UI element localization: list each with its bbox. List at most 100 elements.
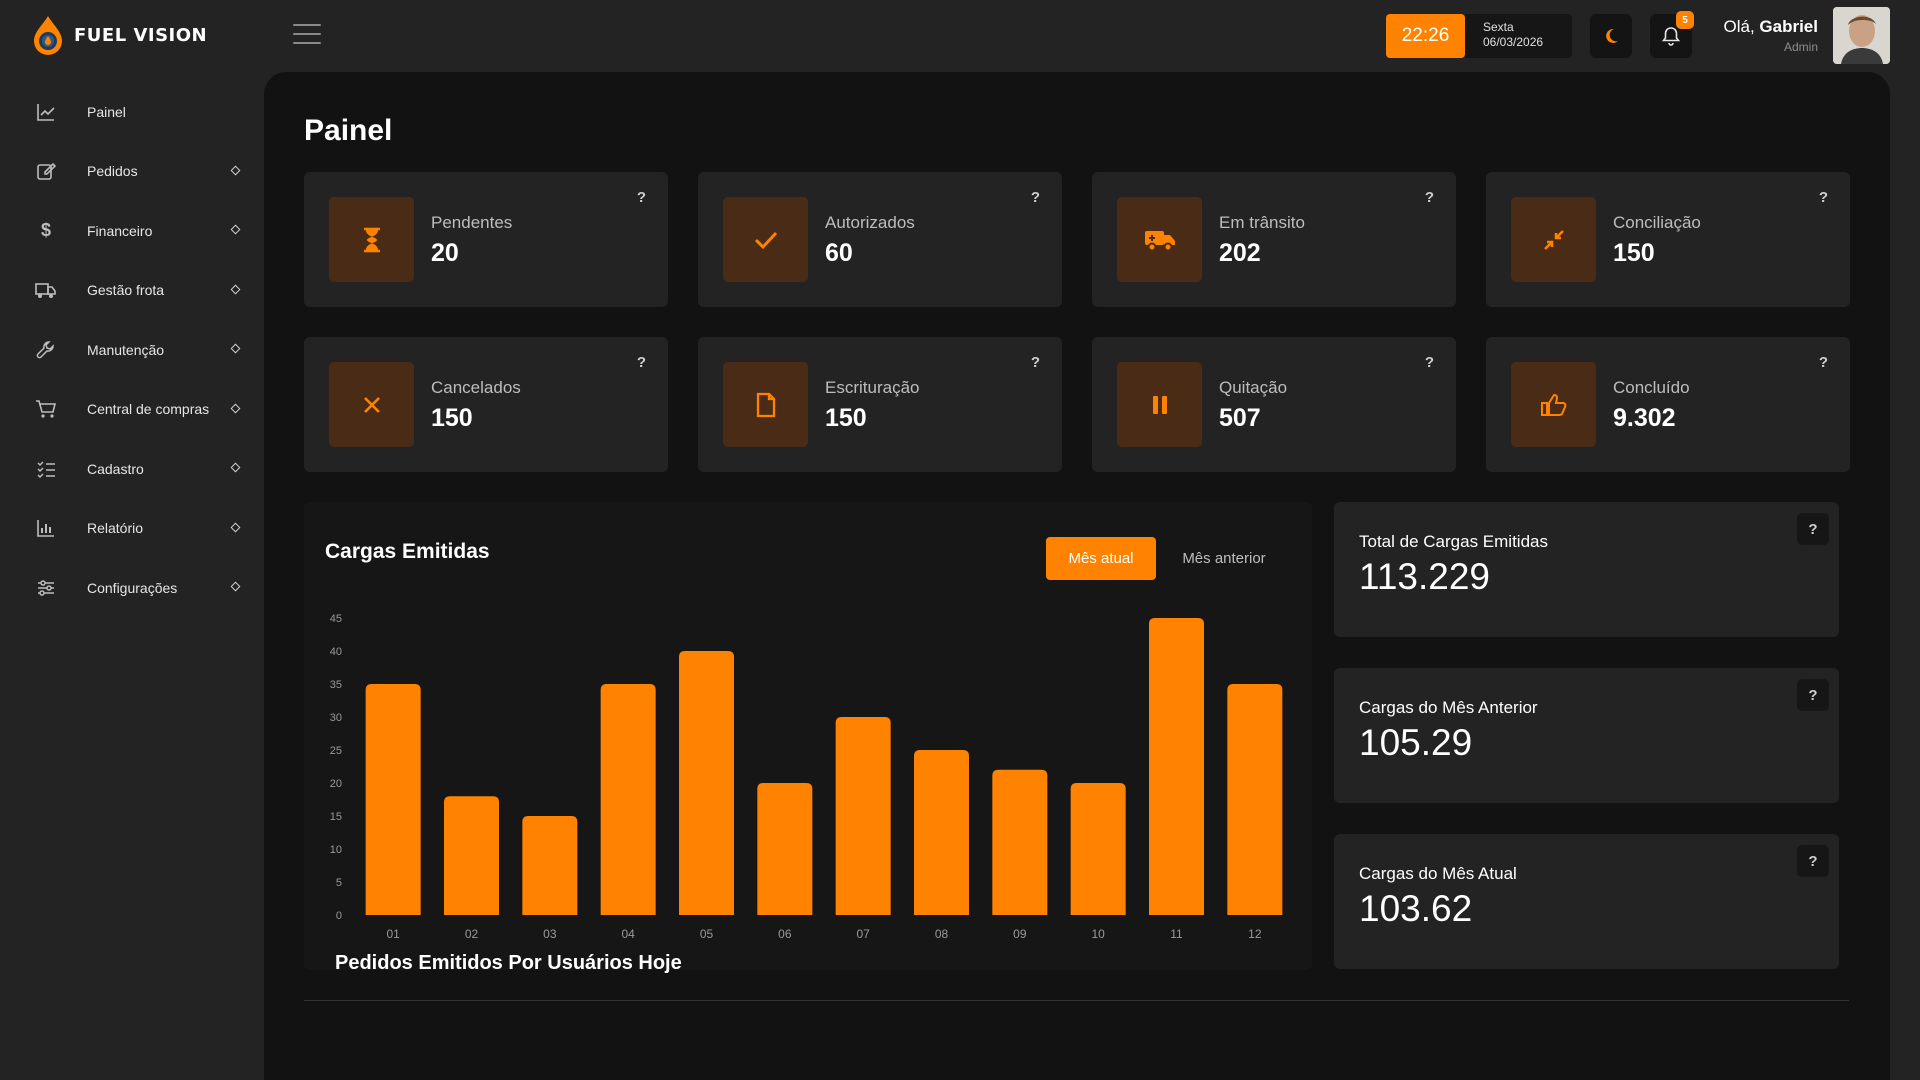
sidebar-item-central-de-compras[interactable]: Central de compras: [0, 380, 264, 440]
help-icon[interactable]: ?: [1818, 354, 1828, 371]
compress-icon: [1511, 197, 1596, 282]
chevron-icon: [230, 462, 241, 473]
truck-moving-icon: [1117, 197, 1202, 282]
user-role: Admin: [1783, 40, 1818, 54]
summary-value: 105.29: [1359, 722, 1473, 763]
stat-label: Quitação: [1219, 378, 1288, 397]
sidebar-item-label: Central de compras: [87, 401, 210, 418]
avatar[interactable]: [1833, 7, 1890, 64]
y-tick-label: 30: [330, 712, 342, 724]
stat-card-quitacao[interactable]: Quitação 507 ?: [1092, 337, 1456, 472]
chart-panel: Cargas Emitidas Mês atual Mês anterior 0…: [304, 502, 1312, 970]
page-title: Painel: [304, 114, 393, 147]
stat-value: 60: [825, 239, 853, 267]
weekday: Sexta: [1483, 20, 1514, 34]
greeting: Olá,: [1723, 17, 1755, 36]
stat-value: 507: [1219, 404, 1261, 432]
tab-mes-atual[interactable]: Mês atual: [1046, 537, 1156, 580]
sidebar-item-manutencao[interactable]: Manutenção: [0, 320, 264, 380]
chart-bar: [1070, 783, 1126, 915]
sidebar-item-label: Painel: [87, 103, 126, 120]
chart-bar: [522, 816, 578, 915]
chart-bar: [992, 769, 1048, 915]
chevron-icon: [230, 284, 241, 294]
avatar-photo: [1833, 7, 1890, 64]
help-icon[interactable]: ?: [636, 354, 646, 371]
sidebar-item-financeiro[interactable]: $ Financeiro: [0, 201, 264, 261]
chevron-icon: [230, 581, 241, 592]
stat-card-pendentes[interactable]: Pendentes 20 ?: [304, 172, 668, 307]
section-divider: [304, 1000, 1849, 1001]
help-icon[interactable]: ?: [1797, 679, 1829, 711]
y-tick-label: 15: [330, 811, 342, 823]
help-icon[interactable]: ?: [1797, 845, 1829, 877]
stat-card-cancelados[interactable]: Cancelados 150 ?: [304, 337, 668, 472]
brand-logo[interactable]: FUEL VISION: [30, 14, 207, 56]
sliders-icon: [34, 576, 58, 600]
stat-card-concluido[interactable]: Concluído 9.302 ?: [1486, 337, 1850, 472]
bell-icon: [1662, 27, 1680, 46]
sidebar: Painel Pedidos $ Financeiro Gestão frota…: [0, 82, 264, 618]
section-title: Pedidos Emitidos Por Usuários Hoje: [335, 952, 682, 974]
stat-label: Concluído: [1613, 378, 1690, 397]
summary-card-total: Total de Cargas Emitidas 113.229 ?: [1334, 502, 1839, 637]
sidebar-item-cadastro[interactable]: Cadastro: [0, 439, 264, 499]
stat-label: Cancelados: [431, 378, 521, 397]
dollar-icon: $: [40, 220, 51, 241]
chart-bar: [835, 717, 891, 915]
stat-card-autorizados[interactable]: Autorizados 60 ?: [698, 172, 1062, 307]
stat-value: 150: [1613, 239, 1655, 267]
user-name: Gabriel: [1759, 17, 1818, 36]
clock-time: 22:26: [1386, 14, 1465, 58]
help-icon[interactable]: ?: [636, 189, 646, 206]
stat-card-em-transito[interactable]: Em trânsito 202 ?: [1092, 172, 1456, 307]
x-tick-label: 02: [465, 927, 479, 941]
stat-value: 9.302: [1613, 404, 1676, 432]
chevron-icon: [230, 343, 241, 354]
help-icon[interactable]: ?: [1818, 189, 1828, 206]
main-content: Painel Pendentes 20 ? Autorizados 60 ? E…: [264, 72, 1890, 1080]
help-icon[interactable]: ?: [1797, 513, 1829, 545]
chart-bar: [444, 796, 499, 915]
sidebar-item-gestao-frota[interactable]: Gestão frota: [0, 261, 264, 321]
chart-bar: [914, 750, 969, 915]
menu-toggle-icon[interactable]: [293, 24, 321, 44]
chevron-icon: [230, 165, 241, 175]
tab-mes-anterior[interactable]: Mês anterior: [1182, 550, 1266, 567]
stat-value: 150: [431, 404, 473, 432]
sidebar-item-label: Configurações: [87, 579, 178, 596]
help-icon[interactable]: ?: [1424, 189, 1434, 206]
summary-card-mes-anterior: Cargas do Mês Anterior 105.29 ?: [1334, 668, 1839, 803]
sidebar-item-painel[interactable]: Painel: [0, 82, 264, 142]
sidebar-item-configuracoes[interactable]: Configurações: [0, 558, 264, 618]
x-tick-label: 11: [1170, 927, 1183, 941]
theme-toggle-button[interactable]: [1590, 14, 1632, 58]
x-tick-label: 06: [778, 927, 792, 941]
y-tick-label: 0: [336, 910, 342, 922]
pause-icon: [1117, 362, 1202, 447]
x-tick-label: 09: [1013, 927, 1027, 941]
summary-label: Cargas do Mês Atual: [1359, 864, 1517, 883]
sidebar-item-relatorio[interactable]: Relatório: [0, 499, 264, 559]
chevron-icon: [230, 224, 241, 235]
stat-card-conciliacao[interactable]: Conciliação 150 ?: [1486, 172, 1850, 307]
help-icon[interactable]: ?: [1424, 354, 1434, 371]
stat-value: 150: [825, 404, 867, 432]
stat-value: 202: [1219, 239, 1261, 267]
user-info[interactable]: Olá, Gabriel Admin: [1723, 17, 1818, 54]
y-tick-label: 20: [330, 778, 342, 790]
chart-title: Cargas Emitidas: [325, 540, 490, 563]
sidebar-item-pedidos[interactable]: Pedidos: [0, 142, 264, 202]
summary-label: Cargas do Mês Anterior: [1359, 698, 1538, 717]
help-icon[interactable]: ?: [1030, 354, 1040, 371]
x-tick-label: 05: [700, 927, 714, 941]
help-icon[interactable]: ?: [1030, 189, 1040, 206]
x-tick-label: 08: [935, 927, 949, 941]
truck-icon: [34, 278, 58, 302]
checklist-icon: [34, 457, 58, 481]
date-display: Sexta 06/03/2026: [1465, 14, 1572, 58]
chart-line-icon: [34, 100, 58, 124]
date: 06/03/2026: [1483, 35, 1544, 49]
x-tick-label: 04: [621, 927, 635, 941]
stat-card-escrituracao[interactable]: Escrituração 150 ?: [698, 337, 1062, 472]
